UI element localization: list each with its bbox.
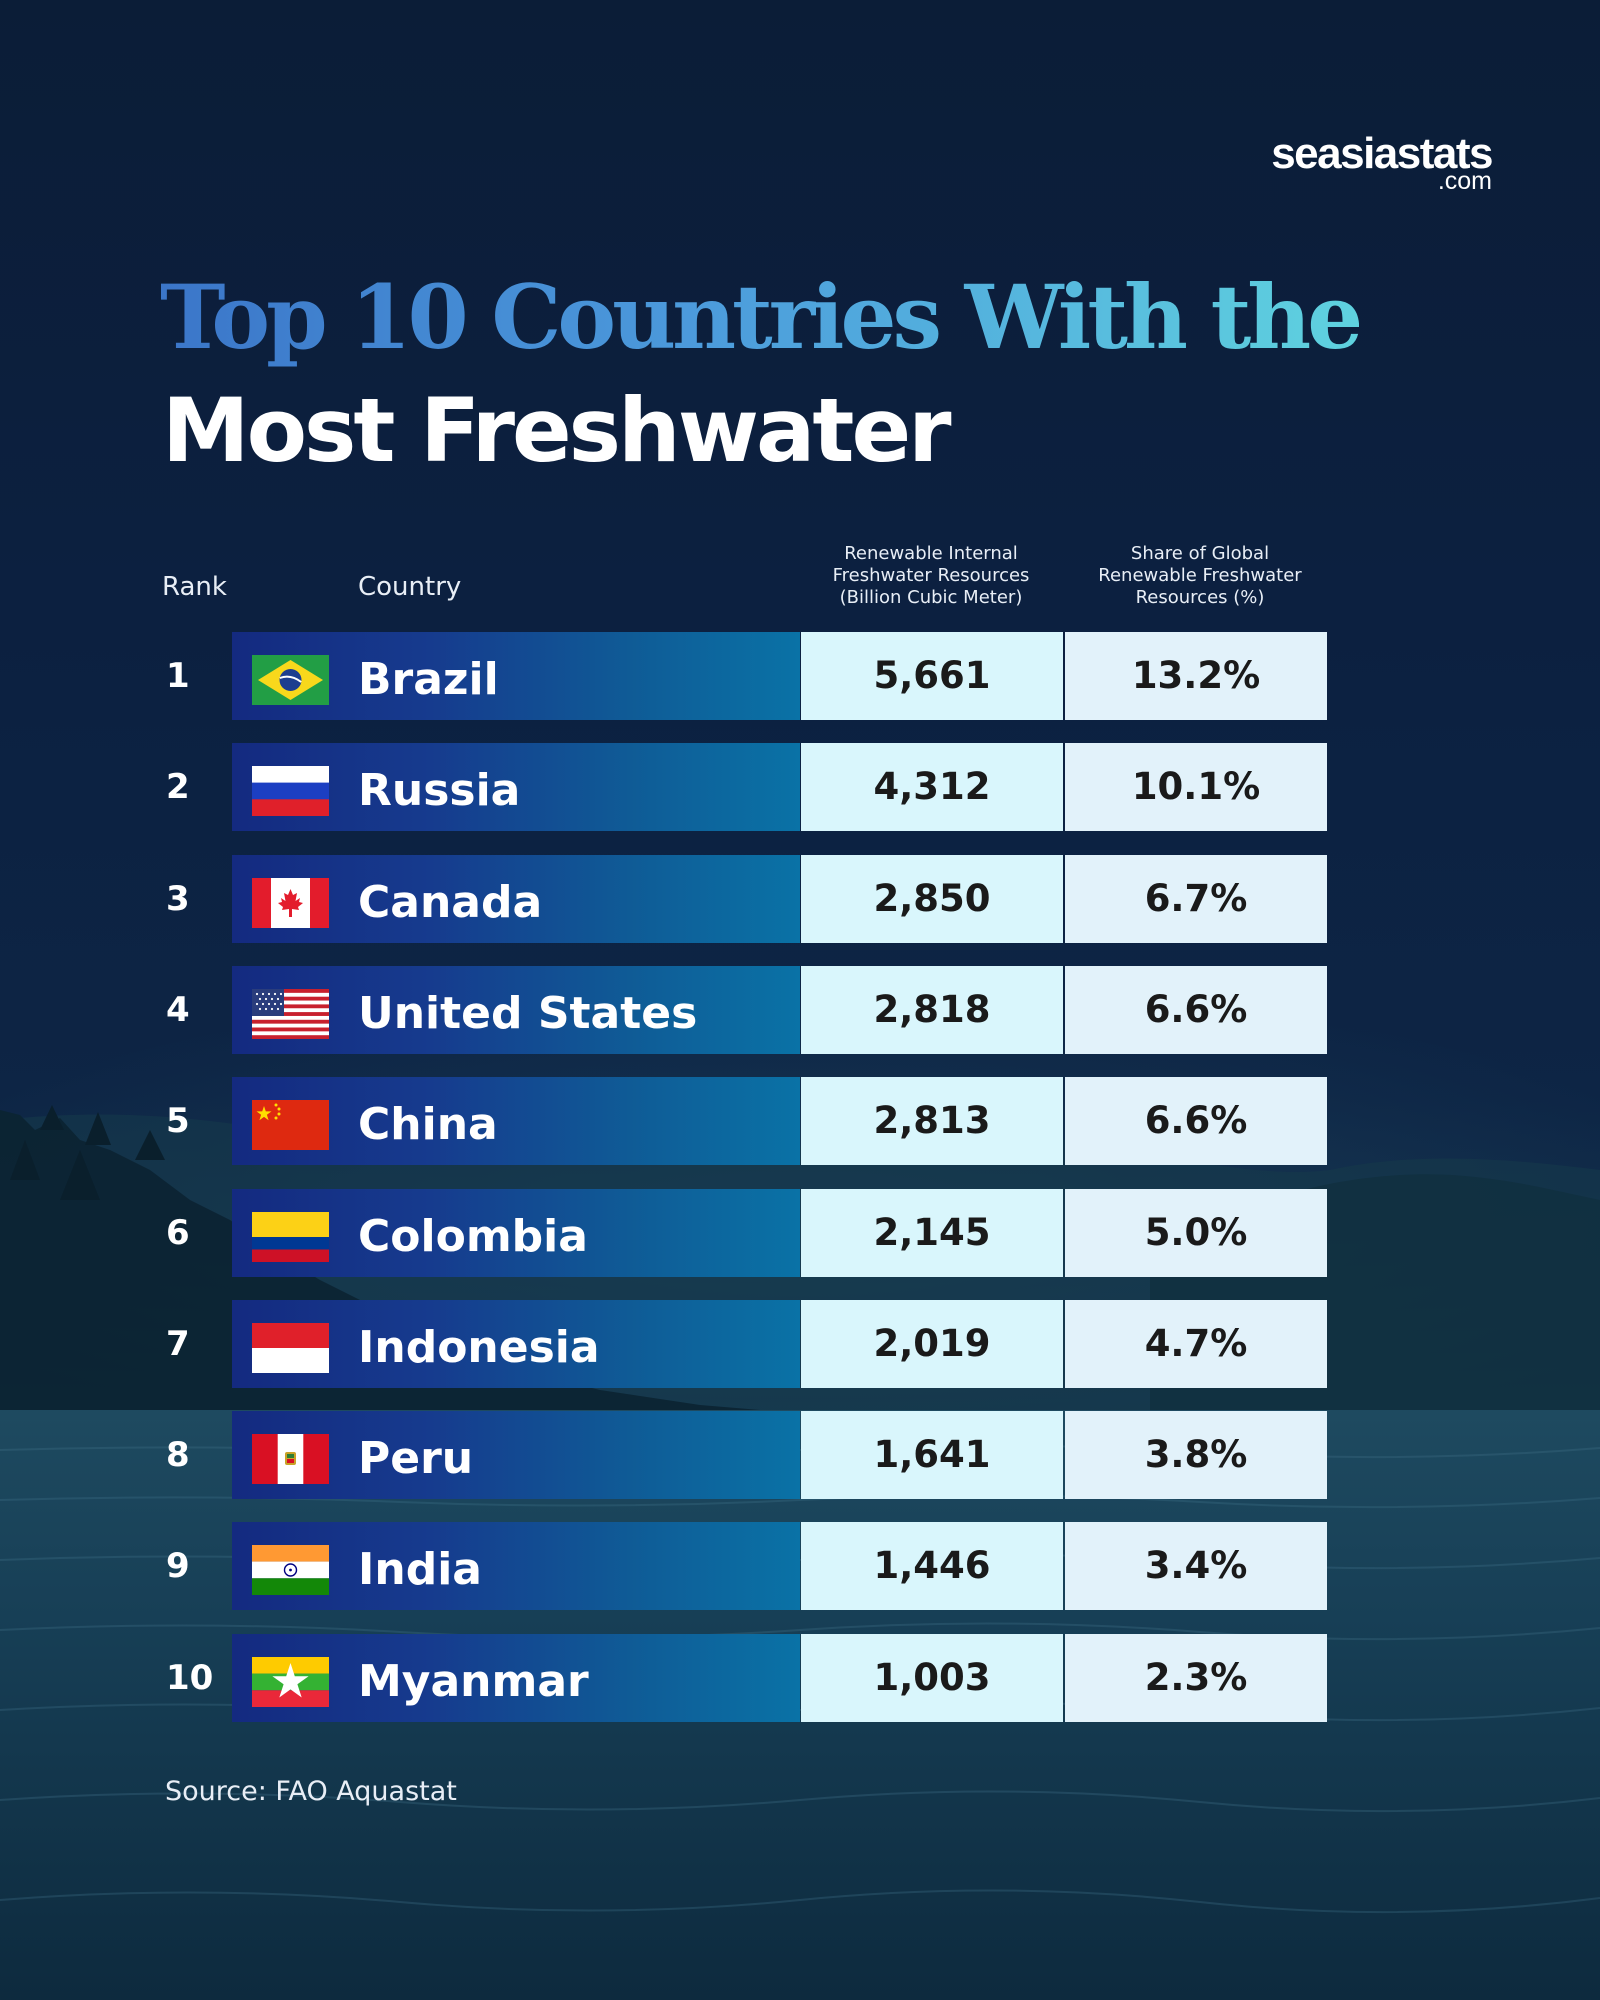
table-row: 6 Colombia 2,145 5.0% bbox=[0, 1189, 1600, 1277]
freshwater-resources-value: 5,661 bbox=[801, 632, 1063, 720]
global-share-value: 6.7% bbox=[1065, 855, 1327, 943]
country-name: Colombia bbox=[358, 1211, 588, 1262]
country-name: United States bbox=[358, 988, 698, 1039]
brand-domain: .com bbox=[1437, 167, 1492, 195]
country-cell: Peru bbox=[232, 1411, 800, 1499]
country-cell: Indonesia bbox=[232, 1300, 800, 1388]
country-cell: India bbox=[232, 1522, 800, 1610]
title-line-1: Top 10 Countries With the bbox=[160, 262, 1363, 372]
brazil-flag-icon bbox=[252, 655, 329, 705]
global-share-value: 3.8% bbox=[1065, 1411, 1327, 1499]
brand-name: seasiastats bbox=[1271, 129, 1493, 178]
rank-number: 6 bbox=[166, 1213, 190, 1253]
china-flag-icon bbox=[252, 1100, 329, 1150]
rank-number: 3 bbox=[166, 879, 190, 919]
freshwater-resources-value: 2,145 bbox=[801, 1189, 1063, 1277]
colombia-flag-icon bbox=[252, 1212, 329, 1262]
united-states-flag-icon bbox=[252, 989, 329, 1039]
freshwater-resources-value: 1,446 bbox=[801, 1522, 1063, 1610]
russia-flag-icon bbox=[252, 766, 329, 816]
country-name: China bbox=[358, 1099, 498, 1150]
freshwater-resources-value: 4,312 bbox=[801, 743, 1063, 831]
country-cell: Canada bbox=[232, 855, 800, 943]
header-rank: Rank bbox=[162, 572, 227, 602]
freshwater-resources-value: 2,813 bbox=[801, 1077, 1063, 1165]
global-share-value: 3.4% bbox=[1065, 1522, 1327, 1610]
global-share-value: 6.6% bbox=[1065, 1077, 1327, 1165]
country-cell: China bbox=[232, 1077, 800, 1165]
peru-flag-icon bbox=[252, 1434, 329, 1484]
country-cell: United States bbox=[232, 966, 800, 1054]
rank-number: 10 bbox=[166, 1658, 214, 1698]
country-name: Russia bbox=[358, 765, 521, 816]
source-note: Source: FAO Aquastat bbox=[165, 1776, 457, 1807]
global-share-value: 5.0% bbox=[1065, 1189, 1327, 1277]
title-line-2: Most Freshwater bbox=[162, 379, 952, 482]
rank-number: 5 bbox=[166, 1101, 190, 1141]
myanmar-flag-icon bbox=[252, 1657, 329, 1707]
global-share-value: 13.2% bbox=[1065, 632, 1327, 720]
indonesia-flag-icon bbox=[252, 1323, 329, 1373]
freshwater-resources-value: 1,003 bbox=[801, 1634, 1063, 1722]
table-row: 7 Indonesia 2,019 4.7% bbox=[0, 1300, 1600, 1388]
freshwater-resources-value: 2,850 bbox=[801, 855, 1063, 943]
table-row: 1 Brazil 5,661 13.2% bbox=[0, 632, 1600, 720]
freshwater-resources-value: 2,019 bbox=[801, 1300, 1063, 1388]
table-row: 3 Canada 2,850 6.7% bbox=[0, 855, 1600, 943]
rank-number: 2 bbox=[166, 767, 190, 807]
country-cell: Colombia bbox=[232, 1189, 800, 1277]
rank-number: 4 bbox=[166, 990, 190, 1030]
header-country: Country bbox=[358, 572, 462, 602]
rank-number: 8 bbox=[166, 1435, 190, 1475]
left-trees bbox=[10, 1105, 165, 1200]
country-name: Myanmar bbox=[358, 1656, 589, 1707]
rank-number: 9 bbox=[166, 1546, 190, 1586]
global-share-value: 10.1% bbox=[1065, 743, 1327, 831]
global-share-value: 4.7% bbox=[1065, 1300, 1327, 1388]
country-name: Indonesia bbox=[358, 1322, 600, 1373]
global-share-value: 2.3% bbox=[1065, 1634, 1327, 1722]
global-share-value: 6.6% bbox=[1065, 966, 1327, 1054]
rank-number: 7 bbox=[166, 1324, 190, 1364]
country-name: Peru bbox=[358, 1433, 474, 1484]
country-cell: Russia bbox=[232, 743, 800, 831]
rank-number: 1 bbox=[166, 656, 190, 696]
country-cell: Myanmar bbox=[232, 1634, 800, 1722]
country-name: Canada bbox=[358, 877, 543, 928]
country-cell: Brazil bbox=[232, 632, 800, 720]
canada-flag-icon bbox=[252, 878, 329, 928]
header-resources: Renewable Internal Freshwater Resources … bbox=[832, 543, 1030, 608]
table-row: 4 United States 2,818 6.6% bbox=[0, 966, 1600, 1054]
table-row: 9 India 1,446 3.4% bbox=[0, 1522, 1600, 1610]
table-row: 5 China 2,813 6.6% bbox=[0, 1077, 1600, 1165]
table-row: 2 Russia 4,312 10.1% bbox=[0, 743, 1600, 831]
table-row: 8 Peru 1,641 3.8% bbox=[0, 1411, 1600, 1499]
table-row: 10 Myanmar 1,003 2.3% bbox=[0, 1634, 1600, 1722]
freshwater-resources-value: 1,641 bbox=[801, 1411, 1063, 1499]
country-name: Brazil bbox=[358, 654, 499, 705]
india-flag-icon bbox=[252, 1545, 329, 1595]
brand-logo: seasiastats .com bbox=[1271, 129, 1493, 195]
header-share: Share of Global Renewable Freshwater Res… bbox=[1098, 543, 1302, 608]
freshwater-resources-value: 2,818 bbox=[801, 966, 1063, 1054]
country-name: India bbox=[358, 1544, 482, 1595]
